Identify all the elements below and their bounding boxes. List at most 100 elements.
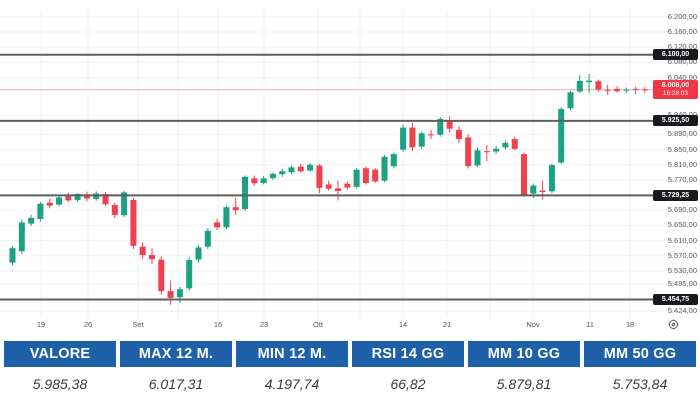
- candle-body: [493, 148, 500, 152]
- chart-canvas[interactable]: [0, 0, 700, 335]
- candle-body: [586, 80, 593, 83]
- candle-body: [102, 194, 109, 205]
- time-axis-label: Nov: [526, 320, 540, 329]
- candle-body: [232, 207, 239, 211]
- candle-body: [400, 127, 407, 150]
- time-axis-label: 14: [398, 320, 408, 329]
- time-axis-label: 21: [442, 320, 452, 329]
- candle-body: [623, 89, 630, 91]
- time-axis-label: 18: [625, 320, 635, 329]
- candle-body: [344, 183, 351, 188]
- candle-body: [130, 200, 137, 246]
- stat-header-max12m: MAX 12 M.: [120, 341, 232, 367]
- candle-body: [37, 203, 44, 219]
- candle-body: [502, 142, 509, 148]
- stat-value-mm10gg: 5.879,81: [496, 376, 552, 392]
- time-axis-label: 19: [36, 320, 46, 329]
- candlestick-chart[interactable]: 6.200,00 6.160,00 6.120,00 6.080,00 6.040,00…: [0, 0, 700, 335]
- stat-header-mm50gg: MM 50 GG: [584, 341, 696, 367]
- candle-body: [288, 167, 295, 173]
- candle-body: [325, 184, 332, 189]
- candle-body: [279, 171, 286, 175]
- level-price-badge: 5.729,25: [653, 189, 698, 201]
- candle-body: [297, 166, 304, 172]
- candle-body: [521, 154, 527, 195]
- price-axis-label: 5.530,00: [667, 265, 697, 275]
- candle-body: [195, 247, 202, 260]
- price-axis-label: 6.120,00: [667, 42, 697, 52]
- stats-table-header-row: VALORE MAX 12 M. MIN 12 M. RSI 14 GG MM …: [0, 341, 700, 367]
- price-axis-label: 5.770,00: [667, 174, 697, 184]
- candle-body: [204, 230, 211, 247]
- price-axis-label: 6.040,00: [667, 72, 697, 82]
- time-axis-label: 26: [83, 320, 93, 329]
- stat-value-min12m: 4.197,74: [264, 376, 320, 392]
- stat-value-mm50gg: 5.753,84: [612, 376, 668, 392]
- candle-body: [74, 194, 81, 201]
- last-price-badge: 6.008,00 16:28:03: [653, 80, 698, 100]
- price-axis-label: 5.610,00: [667, 235, 697, 245]
- stat-header-valore: VALORE: [4, 341, 116, 367]
- candle-body: [335, 188, 341, 191]
- price-axis-label: 5.495,00: [667, 279, 697, 289]
- candle-body: [176, 289, 183, 298]
- candle-body: [632, 88, 639, 90]
- time-axis-label: 23: [259, 320, 269, 329]
- candle-body: [372, 169, 379, 182]
- stat-header-rsi14gg: RSI 14 GG: [352, 341, 464, 367]
- candle-body: [362, 168, 369, 183]
- candle-body: [139, 246, 146, 255]
- candle-body: [446, 120, 453, 129]
- candle-body: [158, 259, 165, 292]
- stat-value-max12m: 6.017,31: [148, 376, 204, 392]
- price-axis-label: 6.160,00: [667, 27, 697, 36]
- candle-body: [576, 80, 583, 92]
- candle-body: [353, 169, 360, 187]
- candle-body: [121, 192, 128, 216]
- candle-body: [558, 109, 565, 163]
- candle-body: [18, 222, 25, 252]
- candle-body: [9, 248, 16, 263]
- candle-body: [548, 165, 555, 192]
- candle-body: [316, 165, 323, 188]
- candle-body: [186, 260, 193, 289]
- price-axis-label: 5.850,00: [667, 144, 697, 154]
- level-price-badge: 5.925,50: [653, 115, 698, 127]
- price-axis-label: 6.200,00: [667, 11, 697, 21]
- candle-body: [428, 134, 434, 136]
- candle-body: [307, 164, 314, 171]
- candle-body: [167, 291, 174, 298]
- time-axis-label: 16: [213, 320, 223, 329]
- candle-body: [46, 202, 53, 206]
- price-axis-label: 5.690,00: [667, 205, 697, 215]
- candle-body: [149, 255, 155, 260]
- candle-body: [539, 190, 546, 193]
- candle-body: [269, 173, 276, 179]
- bar-countdown: 16:28:03: [662, 90, 689, 98]
- candle-body: [465, 137, 472, 167]
- candle-body: [455, 129, 462, 139]
- timezone-gear-icon[interactable]: [668, 319, 679, 330]
- candle-body: [595, 81, 602, 90]
- time-axis-label: Ott: [312, 320, 324, 329]
- candle-body: [56, 197, 62, 205]
- time-axis-label: 11: [586, 320, 594, 329]
- candle-body: [28, 217, 35, 224]
- candle-body: [251, 178, 258, 184]
- candle-body: [65, 196, 72, 201]
- last-price-value: 6.008,00: [661, 82, 690, 90]
- candle-body: [604, 89, 611, 91]
- stat-value-rsi14gg: 66,82: [390, 376, 426, 392]
- time-axis-label: Set: [132, 320, 144, 329]
- level-price-badge: 6.100,00: [653, 49, 698, 61]
- price-axis-label: 6.080,00: [667, 57, 697, 67]
- price-axis-label: 5.890,00: [667, 129, 697, 139]
- candle-body: [614, 88, 620, 92]
- price-axis-label: 5.570,00: [667, 250, 697, 260]
- stat-header-mm10gg: MM 10 GG: [468, 341, 580, 367]
- candle-body: [223, 207, 230, 228]
- candle-body: [511, 139, 518, 149]
- candle-body: [260, 178, 267, 183]
- candle-body: [483, 151, 490, 153]
